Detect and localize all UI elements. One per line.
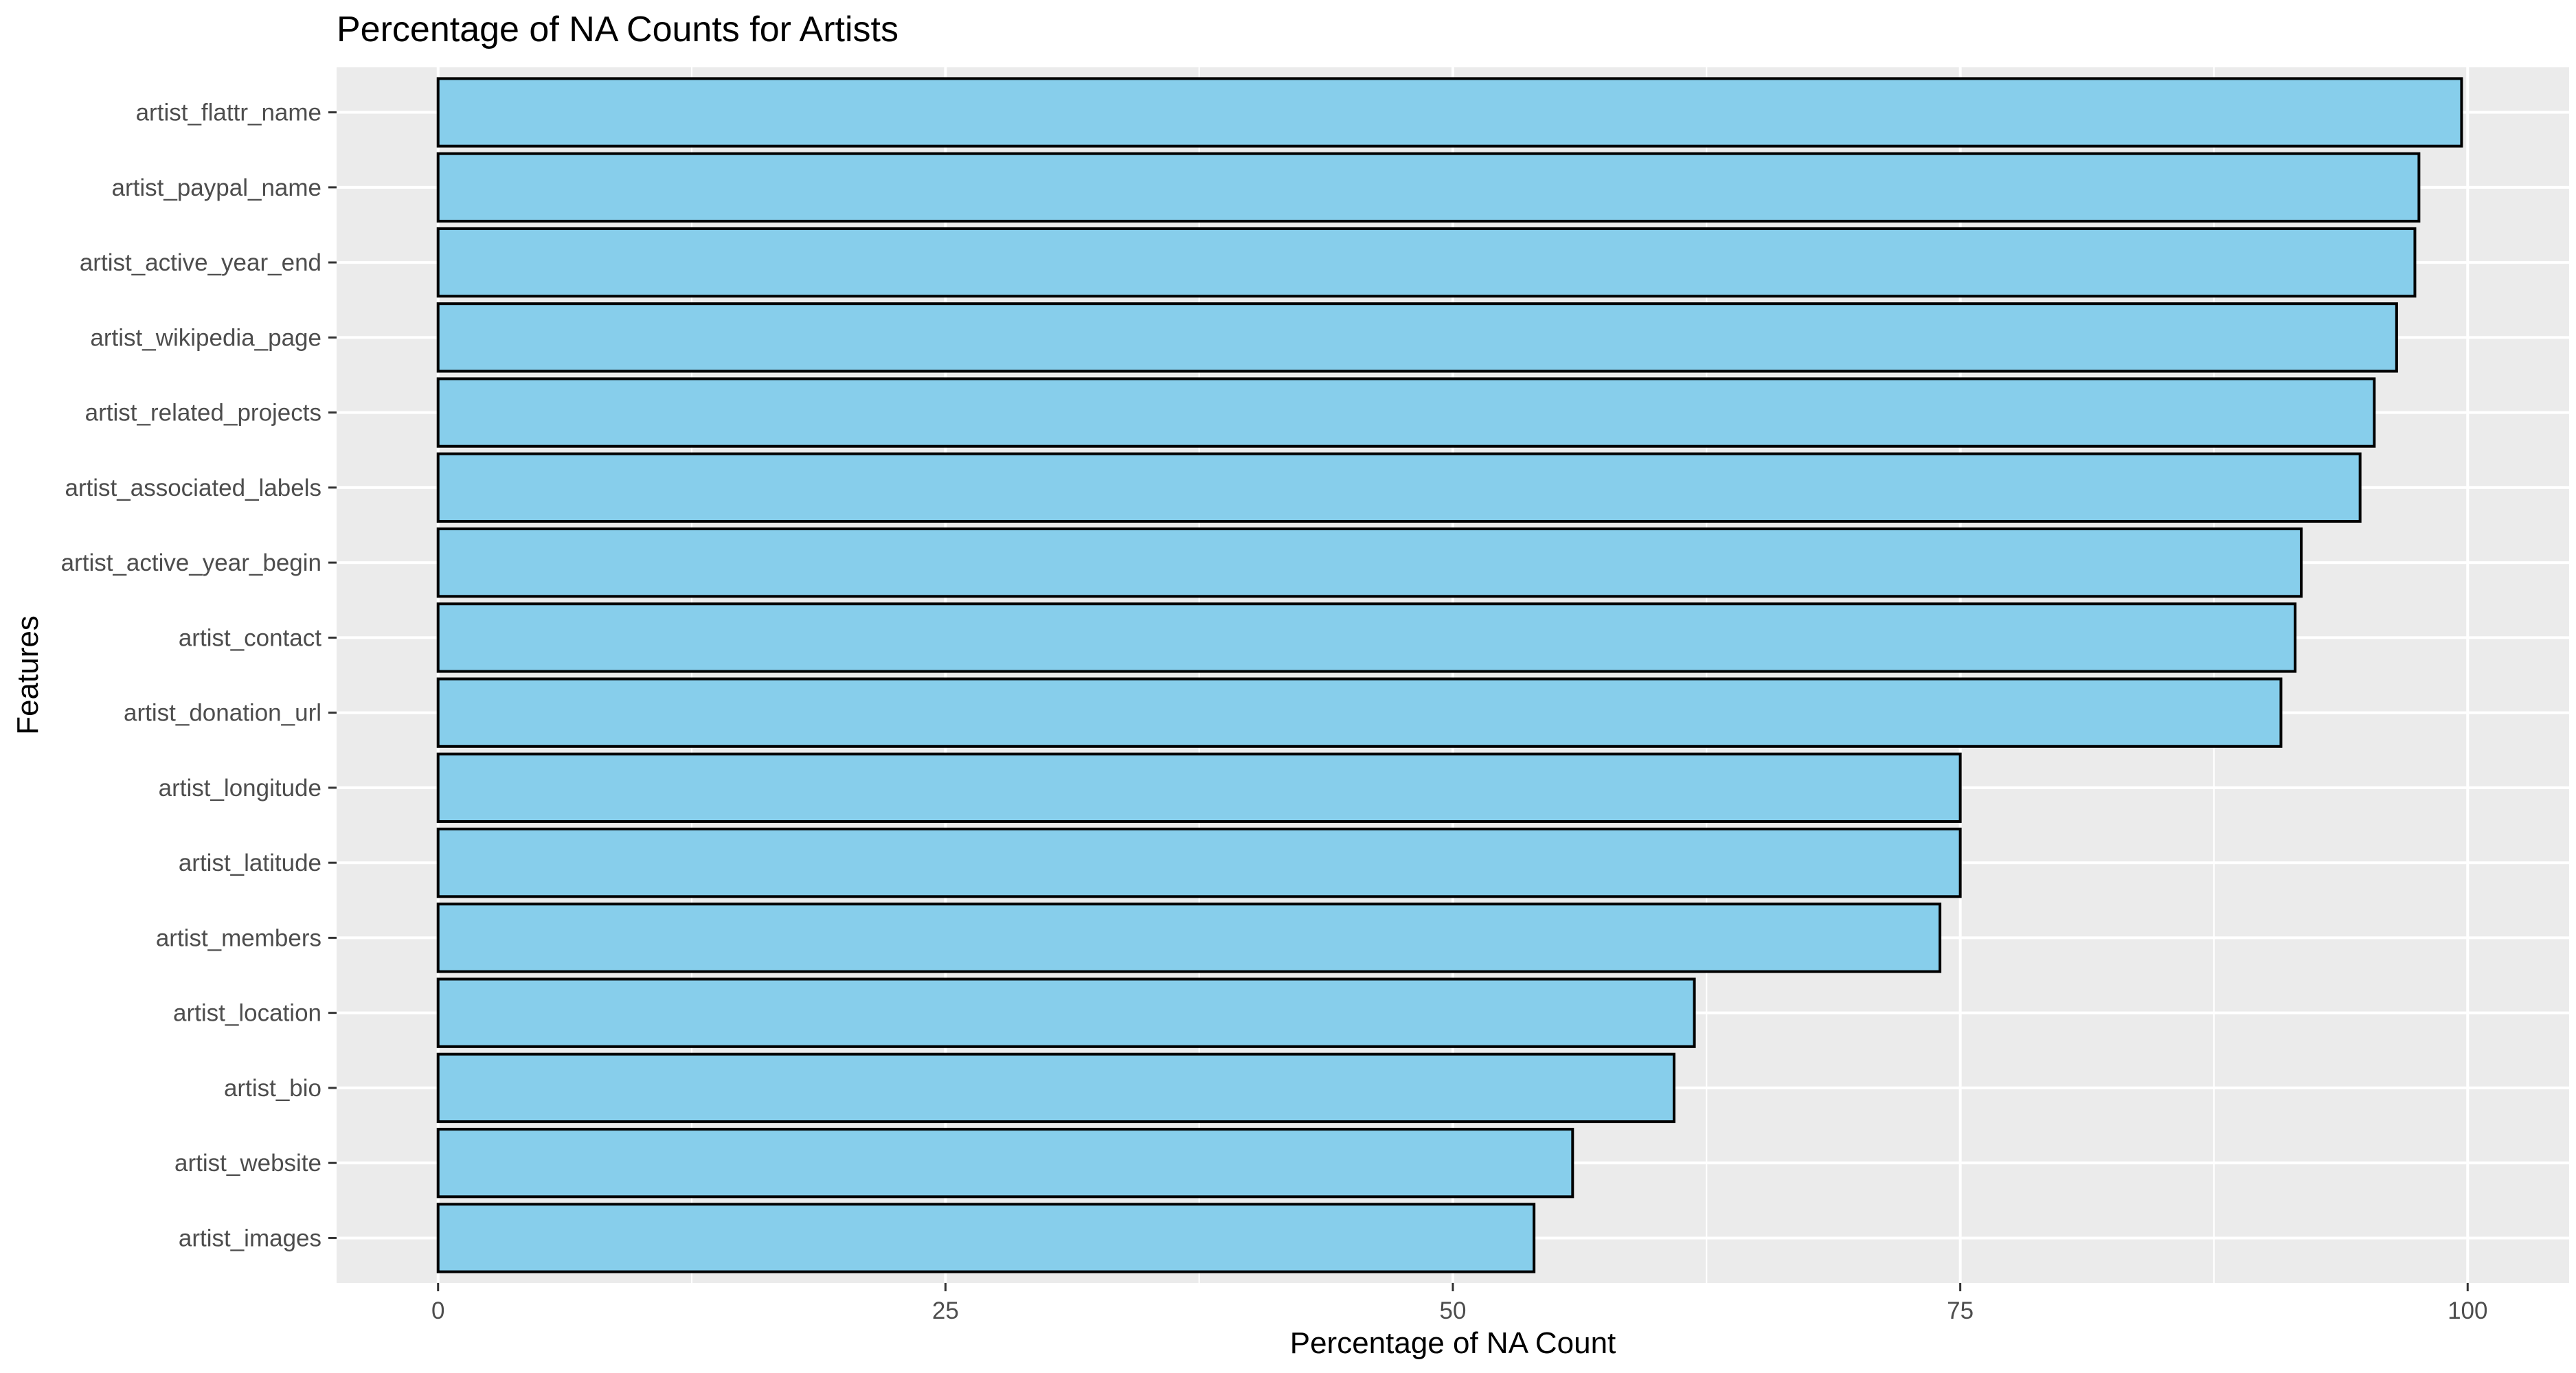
y-tick-label: artist_bio	[224, 1075, 321, 1102]
x-axis-title: Percentage of NA Count	[1290, 1326, 1616, 1360]
x-tick-label: 25	[932, 1297, 959, 1324]
y-axis: artist_flattr_name artist_paypal_namearti…	[61, 100, 337, 1251]
bar-artist-latitude	[436, 827, 1962, 898]
bar-artist-website	[436, 1128, 1574, 1199]
y-tick-label: artist_images	[179, 1225, 321, 1251]
y-tick-label: artist_longitude	[159, 775, 321, 802]
x-tick-label: 0	[431, 1297, 444, 1324]
bar-artist-active-year-end	[436, 227, 2417, 298]
bar-artist-images	[436, 1203, 1536, 1273]
y-tick-label: artist_wikipedia_page	[90, 324, 321, 351]
y-tick-label: artist_contact	[179, 624, 321, 651]
y-tick-label: artist_location	[173, 1000, 321, 1027]
y-tick-label: artist_related_projects	[85, 400, 321, 427]
bar-artist-longitude	[436, 752, 1962, 824]
bar-artist-related-projects	[436, 377, 2376, 448]
bar-artist-associated-labels	[436, 452, 2362, 523]
y-tick-label: artist_latitude	[179, 850, 321, 876]
bar-artist-active-year-begin	[436, 527, 2303, 598]
bar-artist-members	[436, 903, 1942, 973]
y-tick-label: artist_website	[174, 1150, 321, 1177]
bar-artist-location	[436, 977, 1696, 1048]
chart-title: Percentage of NA Counts for Artists	[337, 10, 899, 49]
x-tick-label: 75	[1947, 1297, 1974, 1324]
x-axis: 0 25 50 75 100	[431, 1283, 2487, 1324]
x-tick-label: 50	[1440, 1297, 1467, 1324]
y-tick-label: artist_associated_labels	[65, 475, 321, 501]
y-tick-label: artist_donation_url	[124, 700, 321, 727]
bar-artist-paypal-name	[436, 152, 2421, 223]
y-tick-label: artist_active_year_end	[80, 249, 321, 276]
bar-artist-flattr-name	[436, 77, 2463, 148]
bar-artist-wikipedia-page	[436, 302, 2398, 373]
y-tick-label: artist_paypal_name	[112, 174, 321, 201]
y-tick-label: artist_flattr_name	[136, 100, 321, 126]
y-tick-label: artist_active_year_begin	[61, 549, 321, 576]
bar-artist-contact	[436, 602, 2297, 673]
x-tick-label: 100	[2448, 1297, 2487, 1324]
bar-artist-bio	[436, 1052, 1676, 1124]
bar-artist-donation-url	[436, 677, 2283, 748]
y-tick-label: artist_members	[156, 924, 321, 951]
bars	[436, 77, 2463, 1273]
y-axis-title: Features	[11, 615, 45, 735]
